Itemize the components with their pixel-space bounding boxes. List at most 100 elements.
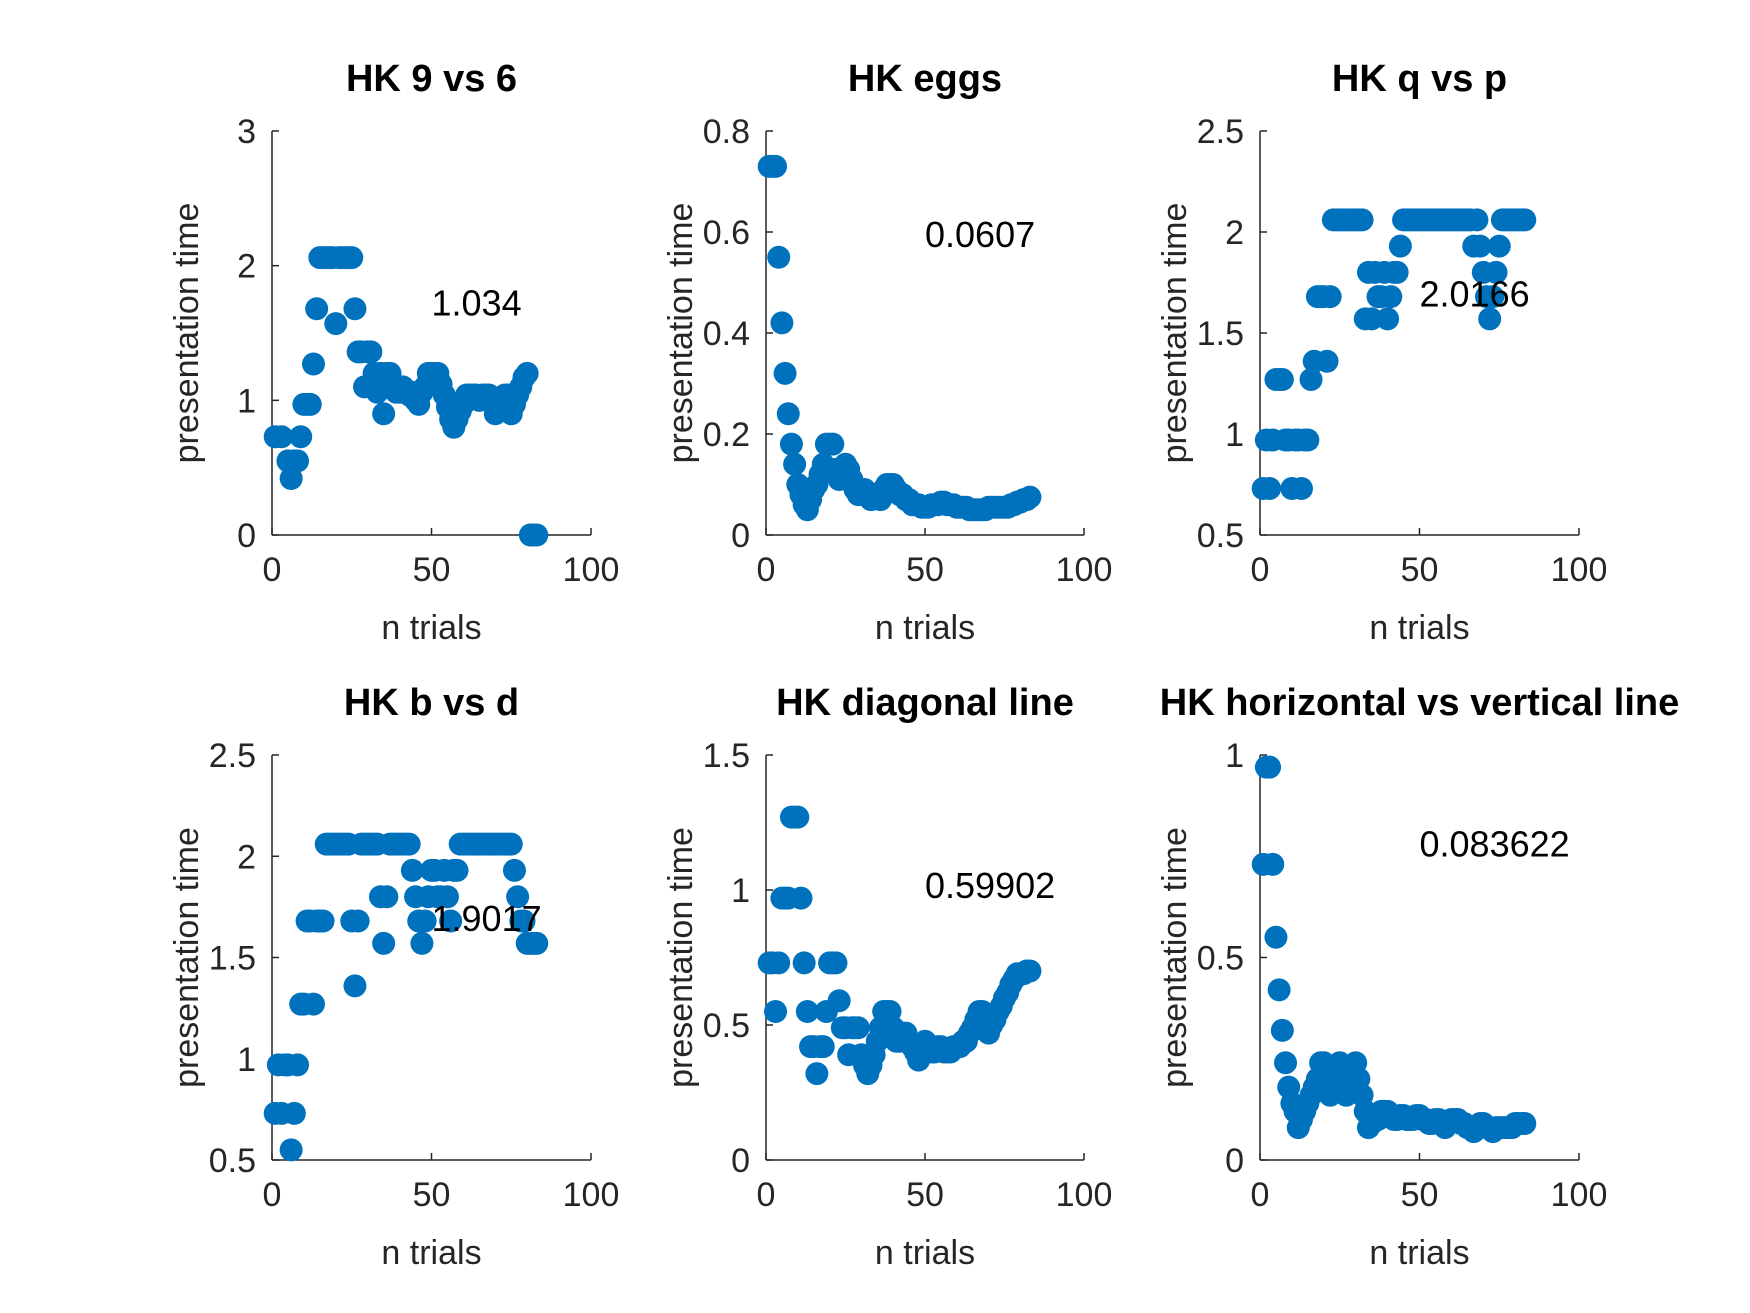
data-point [770,311,794,335]
y-tick-label: 0 [731,1142,750,1180]
data-point [515,361,539,385]
y-tick-label: 3 [237,113,256,151]
data-point [1270,1018,1294,1042]
data-point [301,992,325,1016]
data-point [1264,925,1288,949]
x-tick-label: 50 [413,1176,451,1214]
data-point [786,805,810,829]
scatter-series [263,246,549,547]
scatter-series [757,154,1042,522]
data-point [1487,234,1511,258]
x-tick-label: 0 [263,551,282,589]
data-point [346,909,370,933]
data-point [506,885,530,909]
subplot-title: HK 9 vs 6 [346,58,517,100]
x-tick-label: 50 [413,551,451,589]
x-tick-label: 0 [1251,551,1270,589]
x-tick-label: 0 [757,1176,776,1214]
data-point [372,931,396,955]
y-tick-label: 1 [731,872,750,910]
y-axis-label: presentation time [168,203,206,464]
data-point [445,858,469,882]
data-point [340,246,364,270]
data-point [502,858,526,882]
x-tick-label: 0 [263,1176,282,1214]
y-tick-label: 0 [1225,1142,1244,1180]
data-point [279,1138,303,1162]
data-point [1261,852,1285,876]
data-point [324,312,348,336]
data-point [767,245,791,269]
y-tick-label: 2 [237,248,256,286]
y-tick-label: 2 [237,838,256,876]
x-tick-label: 100 [1551,1176,1608,1214]
x-axis-label: n trials [875,609,975,647]
data-point [1350,208,1374,232]
data-point [1296,428,1320,452]
data-point [512,909,536,933]
data-point [846,1016,870,1040]
y-tick-label: 0.2 [703,416,750,454]
annotation-value: 0.0607 [925,214,1035,255]
data-point [1385,260,1409,284]
subplot-2: HK eggs 0 50 100 0 0.2 0.4 0.6 0.8 n trials presen… [662,58,1112,647]
data-point [776,402,800,426]
x-tick-label: 0 [1251,1176,1270,1214]
y-axis-label: presentation time [1156,203,1194,464]
data-point [779,432,803,456]
data-point [1376,307,1400,331]
annotation-value: 0.59902 [925,865,1055,906]
subplot-title: HK eggs [848,58,1002,100]
scatter-series [1251,208,1537,501]
data-point [525,931,549,955]
data-point [1258,477,1282,501]
data-point [298,392,322,416]
x-tick-label: 100 [1056,551,1113,589]
subplot-6: HK horizontal vs vertical line 0 50 100 0 0.5… [1156,682,1679,1272]
x-tick-label: 50 [1401,1176,1439,1214]
y-axis-label: presentation time [1156,827,1194,1088]
data-point [1267,978,1291,1002]
y-tick-label: 0.6 [703,214,750,252]
data-point [343,974,367,998]
scatter-series [1251,755,1537,1144]
subplot-title: HK b vs d [344,682,519,724]
subplot-title: HK q vs p [1332,58,1507,100]
data-point [1513,208,1537,232]
data-point [305,297,329,321]
x-tick-label: 100 [1551,551,1608,589]
x-tick-label: 100 [1056,1176,1113,1214]
data-point [359,340,383,364]
y-tick-label: 2.5 [1197,113,1244,151]
y-axis-label: presentation time [662,827,700,1088]
data-point [1379,285,1403,309]
subplot-5: HK diagonal line 0 50 100 0 0.5 1 1.5 n trials pr… [662,682,1112,1272]
y-tick-label: 1.5 [209,940,256,978]
data-point [1270,367,1294,391]
subplot-title: HK horizontal vs vertical line [1160,682,1679,724]
annotation-value: 2.0166 [1420,274,1530,315]
data-point [792,951,816,975]
subplot-1: HK 9 vs 6 0 50 100 0 1 2 3 n trials presentation … [168,58,619,647]
data-point [1360,307,1384,331]
data-point [1484,260,1508,284]
annotation-value: 1.9017 [432,898,542,939]
y-tick-label: 0.8 [703,113,750,151]
data-point [827,989,851,1013]
data-point [400,858,424,882]
data-point [764,154,788,178]
x-axis-label: n trials [1369,1234,1469,1272]
x-tick-label: 100 [563,551,620,589]
data-point [311,909,335,933]
data-point [1315,349,1339,373]
data-point [525,523,549,547]
y-tick-label: 0 [237,517,256,555]
annotation-value: 0.083622 [1420,823,1570,864]
data-point [767,951,791,975]
data-point [413,909,437,933]
annotation-value: 1.034 [432,282,522,323]
data-point [1388,234,1412,258]
y-tick-label: 0.4 [703,315,750,353]
data-point [499,832,523,856]
